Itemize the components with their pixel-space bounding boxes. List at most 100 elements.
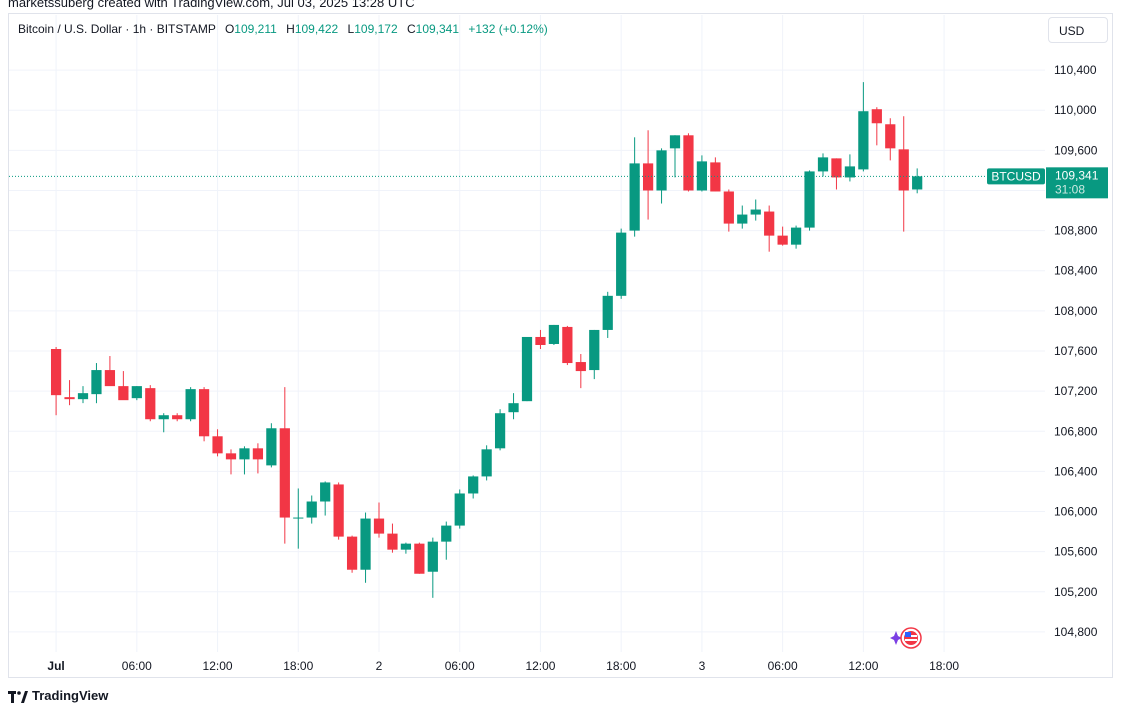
candle-body	[535, 336, 546, 345]
candle-body	[642, 163, 654, 191]
candle-body	[817, 157, 829, 172]
candle-body	[360, 518, 371, 570]
brand-icons	[884, 626, 924, 655]
open-value: 109,211	[234, 22, 277, 36]
price-tick-label: 107,200	[1054, 384, 1098, 398]
chart-credit-text: marketssuberg created with TradingView.c…	[8, 0, 415, 10]
price-tick-label: 109,600	[1054, 143, 1098, 157]
countdown-value: 31:08	[1055, 182, 1085, 196]
open-label: O	[224, 22, 235, 36]
symbol-legend: Bitcoin / U.S. Dollar · 1h · BITSTAMP O1…	[18, 22, 548, 36]
candle-body	[764, 211, 775, 236]
candle-body	[373, 518, 385, 534]
candle-body	[158, 415, 169, 420]
price-tick-label: 105,200	[1054, 585, 1098, 599]
candle-body	[320, 482, 331, 502]
candle-body	[145, 388, 156, 420]
candle-body	[616, 232, 627, 296]
chart-frame[interactable]	[8, 13, 1113, 678]
price-tick-label: 110,000	[1054, 103, 1097, 117]
candle-body	[602, 295, 613, 330]
candle-body	[427, 541, 438, 572]
time-tick-label: 12:00	[848, 659, 878, 673]
time-tick-label: 06:00	[445, 659, 475, 673]
candle-body	[548, 324, 560, 344]
change-value: +132 (+0.12%)	[468, 22, 548, 36]
tradingview-logo[interactable]: TradingView	[8, 688, 108, 703]
candle-body	[683, 135, 694, 191]
candle-body	[91, 370, 102, 395]
candle-body	[871, 109, 882, 124]
grid-lines	[9, 15, 1045, 652]
candle-body	[790, 227, 802, 245]
price-axis: 104,800 105,200 105,600 106,000 106,400 106,8…	[1054, 63, 1098, 639]
ticker-tag	[987, 168, 1045, 185]
candle-body	[885, 124, 896, 149]
candle-body	[562, 326, 573, 364]
price-tick-label: 106,000	[1054, 505, 1098, 519]
candle-body	[521, 336, 533, 402]
candle-body	[669, 135, 681, 149]
symbol-title[interactable]: Bitcoin / U.S. Dollar · 1h · BITSTAMP	[18, 22, 216, 36]
time-axis: Jul 06:00 12:00 18:00 2 06:00 12:00 18:00 3 06:00…	[47, 659, 959, 673]
time-tick-label: 06:00	[768, 659, 798, 673]
candle-body	[50, 349, 62, 396]
tradingview-logo-text: TradingView	[32, 688, 109, 703]
candle-body	[468, 476, 479, 494]
price-tick-label: 104,800	[1054, 625, 1098, 639]
candle-body	[441, 525, 452, 542]
currency-button[interactable]: USD	[1048, 17, 1108, 43]
candle-body	[185, 389, 196, 420]
price-tick-label: 108,000	[1054, 304, 1098, 318]
candle-body	[118, 386, 129, 401]
candle-body	[508, 403, 519, 413]
candle-body	[77, 393, 89, 400]
candle-body	[225, 453, 237, 460]
price-tag-value: 109,341	[1055, 168, 1099, 182]
candle-body	[172, 415, 183, 420]
candle-body	[212, 436, 223, 454]
candle-body	[589, 329, 600, 371]
price-tick-label: 108,400	[1054, 264, 1098, 278]
candle-body	[804, 171, 815, 228]
candle-body	[306, 501, 317, 518]
price-tick-label: 110,400	[1054, 63, 1097, 77]
high-label: H	[286, 22, 295, 36]
time-tick-label: 06:00	[122, 659, 152, 673]
candle-body	[858, 111, 869, 170]
candle-body	[723, 191, 734, 224]
candle-body	[346, 536, 358, 570]
price-tag	[1046, 167, 1108, 199]
candle-body	[737, 214, 748, 224]
candle-body	[831, 158, 842, 178]
candle-body	[414, 543, 425, 574]
candle-body	[104, 370, 116, 387]
candle-body	[777, 235, 788, 245]
candle-body	[333, 484, 344, 537]
close-label: C	[406, 22, 416, 36]
candle-body	[494, 413, 506, 449]
candle-body	[279, 428, 290, 518]
candle-body	[64, 397, 75, 400]
ticker-tag-label: BTCUSD	[991, 169, 1041, 183]
price-tick-label: 107,600	[1054, 344, 1098, 358]
time-tick-label: 3	[699, 659, 706, 673]
spark-icon	[890, 631, 902, 645]
candle-body	[912, 176, 923, 190]
price-tick-label: 105,600	[1054, 545, 1098, 559]
tradingview-logo-icon	[8, 691, 28, 703]
candle-body	[131, 386, 142, 399]
time-tick-label: 12:00	[525, 659, 555, 673]
time-tick-label: Jul	[47, 659, 64, 673]
candle-body	[454, 493, 465, 526]
candle-body	[252, 448, 264, 460]
candle-body	[844, 166, 856, 178]
candle-body	[696, 161, 708, 191]
candle-body	[898, 149, 909, 191]
candle-body	[266, 428, 277, 466]
candle-body	[387, 533, 398, 550]
low-label: L	[347, 22, 355, 36]
price-tick-label: 106,800	[1054, 424, 1098, 438]
